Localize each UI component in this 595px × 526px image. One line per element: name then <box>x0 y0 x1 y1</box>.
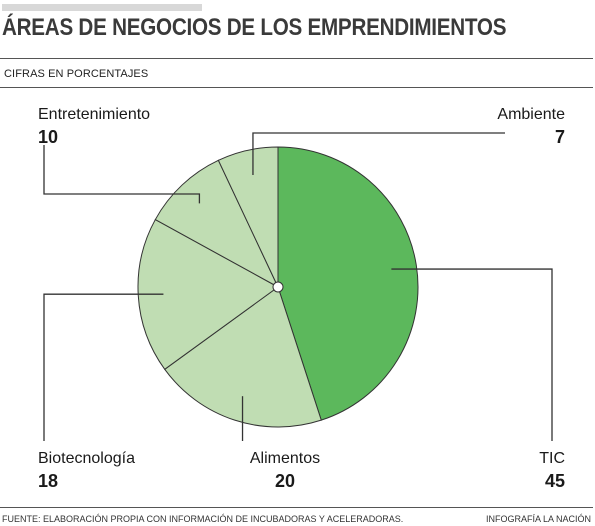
pie-center-dot <box>272 281 284 293</box>
subtitle-rule <box>0 87 593 88</box>
chart-title: ÁREAS DE NEGOCIOS DE LOS EMPRENDIMIENTOS <box>2 14 507 41</box>
source-note: FUENTE: ELABORACIÓN PROPIA CON INFORMACI… <box>2 514 404 524</box>
leader-line-biotecnologia <box>43 293 164 441</box>
pie-slice-ambiente <box>217 146 279 288</box>
slice-label-ambiente: Ambiente <box>497 106 565 123</box>
slice-value-tic: 45 <box>545 471 565 491</box>
slice-label-entretenimiento: Entretenimiento <box>38 106 150 123</box>
slice-value-entretenimiento: 10 <box>38 127 58 147</box>
slice-label-biotecnologia: Biotecnología <box>38 450 135 467</box>
pie-slice-tic <box>277 146 419 421</box>
credit-note: INFOGRAFÍA LA NACIÓN <box>485 514 591 524</box>
chart-subtitle: CIFRAS EN PORCENTAJES <box>4 68 149 80</box>
pie-slices <box>137 146 419 428</box>
leader-line-entretenimiento <box>43 145 201 204</box>
slice-labels: TIC 45 Alimentos 20 Biotecnología 18 Entreteni… <box>38 106 565 491</box>
top-accent-bar <box>2 4 202 11</box>
slice-label-alimentos: Alimentos <box>250 450 320 467</box>
slice-label-tic: TIC <box>539 450 565 467</box>
slice-value-alimentos: 20 <box>275 471 295 491</box>
leader-line-ambiente <box>252 132 505 175</box>
slice-value-biotecnologia: 18 <box>38 471 58 491</box>
footer-rule <box>0 507 593 508</box>
pie-slice-biotecnologia <box>137 218 279 370</box>
pie-slice-alimentos <box>164 286 322 428</box>
title-rule <box>0 58 593 59</box>
leader-lines <box>43 132 553 441</box>
slice-value-ambiente: 7 <box>555 127 565 147</box>
leader-line-tic <box>391 268 553 441</box>
pie-slice-entretenimiento <box>154 159 280 289</box>
